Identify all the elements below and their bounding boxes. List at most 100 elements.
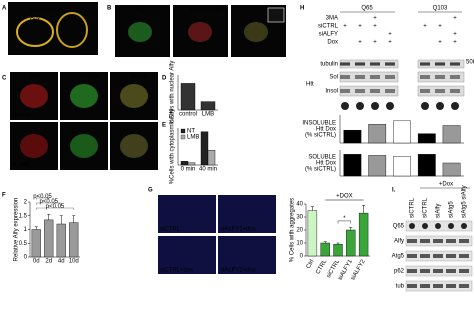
- bar: [207, 149, 216, 166]
- bar: [180, 161, 189, 166]
- panel-letter: G: [148, 188, 153, 194]
- band: [370, 89, 380, 93]
- band: [385, 75, 395, 79]
- condition-label: 3MA: [326, 16, 338, 22]
- band: [450, 75, 460, 79]
- lane-label: siAtg5: [449, 201, 455, 218]
- bar: [358, 212, 369, 257]
- condition-mark: +: [423, 24, 427, 30]
- dot: [341, 102, 349, 110]
- x-tick-label: 2d: [45, 259, 52, 265]
- blot-label: tub: [396, 284, 405, 290]
- bracket: [36, 197, 49, 200]
- blot-label: Htt: [306, 82, 314, 88]
- band: [407, 269, 417, 273]
- group-label: Q103: [433, 6, 448, 12]
- y-axis-label: %Cells with cytoplasmic Alfy: [170, 109, 176, 184]
- condition-mark: +: [453, 16, 457, 22]
- band: [340, 75, 350, 79]
- band: [446, 254, 456, 258]
- annotation: p<0.05: [39, 199, 58, 205]
- cell: [120, 134, 148, 158]
- band: [407, 254, 417, 258]
- band: [355, 75, 365, 79]
- chart-label: SOLUBLE: [308, 155, 336, 161]
- image-label: Merge: [130, 74, 148, 80]
- band: [420, 75, 430, 79]
- condition-mark: +: [453, 32, 457, 38]
- y-axis-label: Relative Alfy expression: [14, 198, 20, 262]
- chart-label: Htt Dox: [316, 127, 336, 133]
- dot: [371, 102, 379, 110]
- dot: [448, 223, 454, 229]
- bar: [69, 222, 79, 258]
- condition-mark: +: [373, 40, 377, 46]
- bar: [200, 131, 209, 166]
- panel-letter: A: [2, 6, 7, 12]
- blot-label: Insol: [325, 89, 338, 95]
- band: [385, 89, 395, 93]
- lane-label: siAtg5 siAlfy: [462, 185, 468, 218]
- image-g: [218, 236, 276, 274]
- x-tick-label: control: [179, 112, 197, 118]
- band: [420, 89, 430, 93]
- dot: [386, 102, 394, 110]
- bar: [393, 120, 411, 144]
- band: [420, 239, 430, 243]
- y-tick-label: 2: [24, 200, 28, 206]
- band: [435, 62, 445, 66]
- x-tick-label: Ctrl: [306, 259, 316, 270]
- image-g: [158, 236, 216, 274]
- image-label: siCTRL+dox: [160, 268, 193, 274]
- bar: [56, 223, 66, 258]
- dot: [451, 102, 459, 110]
- y-axis-label: %Cells with nuclear Alfy: [170, 61, 176, 125]
- group-label: Q65: [361, 6, 373, 12]
- bar: [200, 101, 216, 111]
- band: [459, 269, 469, 273]
- blot-label: Q65: [393, 224, 405, 230]
- y-tick-label: 10: [296, 241, 303, 247]
- image-label: Alfy: [30, 74, 40, 80]
- bar: [442, 125, 461, 144]
- legend-label: NT: [187, 129, 195, 135]
- bracket: [36, 207, 74, 210]
- chart-label: Htt Dox: [316, 161, 336, 167]
- x-tick-label: 0d: [33, 259, 40, 265]
- band: [420, 284, 430, 288]
- image-label: Hmgb3: [80, 74, 100, 80]
- lane-label: siCTRL: [410, 197, 416, 218]
- band: [446, 284, 456, 288]
- image-label: Nucleoporin: [30, 8, 62, 14]
- band: [459, 284, 469, 288]
- condition-mark: +: [373, 24, 377, 30]
- band: [370, 75, 380, 79]
- x-tick-label: 40 min: [199, 167, 217, 173]
- condition-mark: +: [343, 24, 347, 30]
- image-label: + LMB: [12, 163, 30, 169]
- band: [407, 284, 417, 288]
- band: [420, 62, 430, 66]
- bar: [320, 242, 330, 257]
- y-axis-label: % Cells with aggregates: [290, 198, 296, 262]
- band: [355, 62, 365, 66]
- y-tick-label: 30: [296, 215, 303, 221]
- bar: [44, 219, 54, 258]
- band: [433, 284, 443, 288]
- size-label: 50kDa: [466, 60, 474, 66]
- condition-label: siCTRL: [318, 24, 339, 30]
- bar: [343, 129, 362, 144]
- panel-letter: I.: [392, 188, 396, 194]
- dot: [435, 223, 441, 229]
- annotation: p<0.05: [46, 204, 65, 210]
- bar: [31, 229, 41, 258]
- band: [370, 62, 380, 66]
- cell: [120, 84, 148, 108]
- dot: [422, 223, 428, 229]
- legend-swatch: [180, 134, 186, 140]
- condition-label: Dox: [327, 40, 338, 46]
- y-tick-label: 0.5: [19, 241, 28, 247]
- annotation: p<0.05: [33, 194, 52, 200]
- panel-letter: C: [2, 76, 7, 82]
- band: [355, 89, 365, 93]
